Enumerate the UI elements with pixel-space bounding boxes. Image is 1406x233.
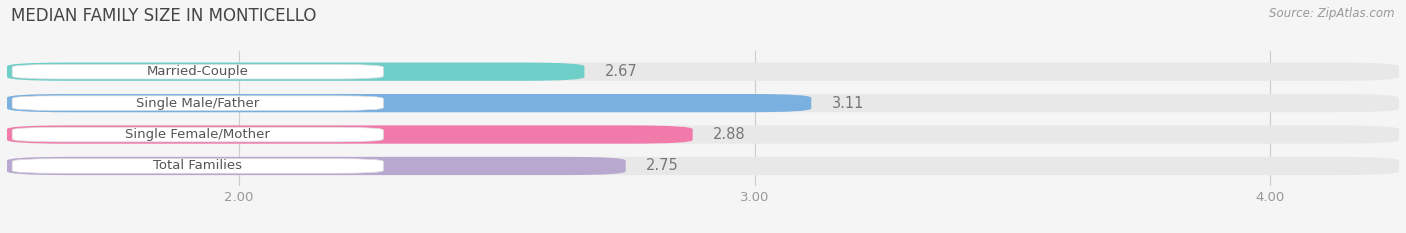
FancyBboxPatch shape	[13, 96, 384, 110]
FancyBboxPatch shape	[13, 64, 384, 79]
FancyBboxPatch shape	[7, 94, 1399, 112]
Text: Single Male/Father: Single Male/Father	[136, 97, 259, 110]
Text: 2.75: 2.75	[647, 158, 679, 174]
Text: Married-Couple: Married-Couple	[146, 65, 249, 78]
Text: 3.11: 3.11	[832, 96, 865, 111]
FancyBboxPatch shape	[7, 125, 693, 144]
Text: Total Families: Total Families	[153, 159, 242, 172]
Text: 2.88: 2.88	[713, 127, 747, 142]
FancyBboxPatch shape	[7, 94, 811, 112]
FancyBboxPatch shape	[13, 127, 384, 142]
Text: MEDIAN FAMILY SIZE IN MONTICELLO: MEDIAN FAMILY SIZE IN MONTICELLO	[11, 7, 316, 25]
FancyBboxPatch shape	[7, 125, 1399, 144]
Text: Source: ZipAtlas.com: Source: ZipAtlas.com	[1270, 7, 1395, 20]
FancyBboxPatch shape	[7, 63, 1399, 81]
Text: Single Female/Mother: Single Female/Mother	[125, 128, 270, 141]
FancyBboxPatch shape	[13, 159, 384, 173]
Text: 2.67: 2.67	[605, 64, 638, 79]
FancyBboxPatch shape	[7, 157, 1399, 175]
FancyBboxPatch shape	[7, 157, 626, 175]
FancyBboxPatch shape	[7, 63, 585, 81]
